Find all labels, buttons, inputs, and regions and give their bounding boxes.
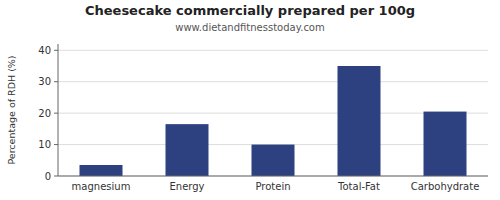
- chart-container: Cheesecake commercially prepared per 100…: [0, 0, 500, 200]
- grid-line: [58, 81, 488, 82]
- y-tick-label: 0: [45, 171, 51, 182]
- x-tick-label: Carbohydrate: [411, 181, 480, 192]
- title: Cheesecake commercially prepared per 100…: [85, 3, 415, 18]
- bars: [80, 66, 467, 176]
- x-tick-label: Energy: [169, 181, 204, 192]
- y-tick-label: 10: [38, 139, 51, 150]
- y-tick: [54, 144, 58, 145]
- bar: [338, 66, 381, 176]
- y-axis: 0 10 20 30 40: [38, 45, 58, 182]
- y-tick: [54, 176, 58, 177]
- x-tick-label: Total-Fat: [337, 181, 380, 192]
- x-axis: magnesium Energy Protein Total-Fat Carbohydr…: [72, 181, 480, 192]
- y-axis-line: [58, 44, 59, 176]
- y-tick-label: 20: [38, 108, 51, 119]
- y-axis-label: Percentage of RDH (%): [6, 55, 17, 164]
- y-tick: [54, 113, 58, 114]
- y-tick-label: 30: [38, 76, 51, 87]
- bar: [166, 124, 209, 176]
- x-tick-label: Protein: [255, 181, 290, 192]
- subtitle: www.dietandfitnesstoday.com: [175, 22, 324, 33]
- chart: Cheesecake commercially prepared per 100…: [0, 0, 500, 200]
- grid-line: [58, 176, 488, 177]
- grid: [58, 50, 488, 176]
- grid-line: [58, 50, 488, 51]
- y-tick: [54, 81, 58, 82]
- bar: [80, 165, 123, 176]
- x-axis-line: [58, 176, 488, 177]
- y-tick: [54, 50, 58, 51]
- y-tick-label: 40: [38, 45, 51, 56]
- x-tick-label: magnesium: [72, 181, 131, 192]
- bar: [252, 145, 295, 176]
- bar: [424, 112, 467, 176]
